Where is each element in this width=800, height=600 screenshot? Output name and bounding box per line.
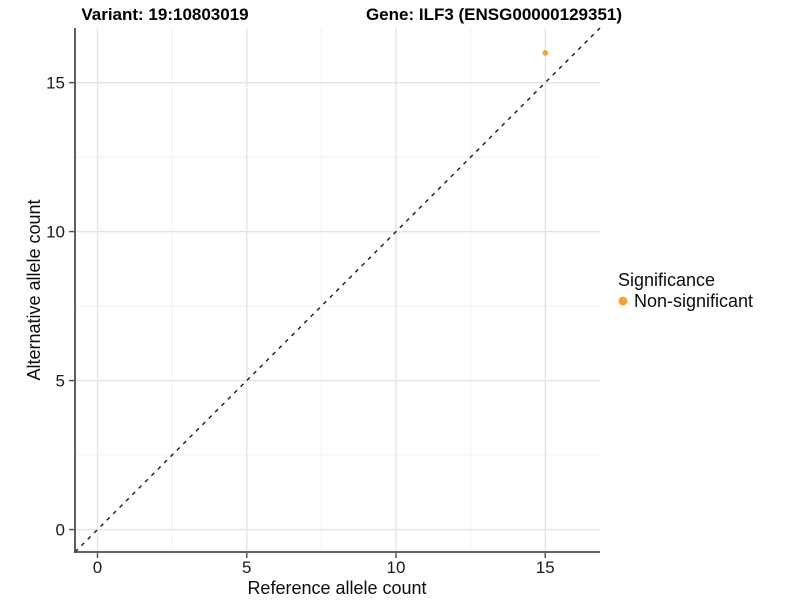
data-points — [542, 50, 549, 56]
diagonal-dashed-line — [74, 27, 601, 553]
y-tick-label: 10 — [46, 223, 65, 242]
x-axis-title: Reference allele count — [247, 578, 426, 598]
x-tick-label: 5 — [242, 558, 251, 577]
axis-lines — [74, 28, 600, 553]
variant-title: Variant: 19:10803019 — [81, 5, 248, 24]
y-tick-label: 0 — [56, 521, 65, 540]
x-tick-label: 10 — [387, 558, 406, 577]
legend-item-label: Non-significant — [634, 291, 753, 311]
y-axis-title: Alternative allele count — [24, 199, 44, 380]
x-tick-label: 15 — [536, 558, 555, 577]
y-tick-label: 5 — [56, 372, 65, 391]
gene-title: Gene: ILF3 (ENSG00000129351) — [366, 5, 622, 24]
x-tick-label: 0 — [93, 558, 102, 577]
legend-title: Significance — [618, 270, 715, 290]
axis-tick-labels: 0 5 10 15 0 5 10 15 — [46, 74, 555, 577]
major-gridlines — [75, 28, 600, 552]
axis-tick-marks — [69, 81, 546, 558]
legend-swatch-non-significant-icon — [618, 296, 628, 306]
data-point — [542, 50, 549, 56]
legend: Significance Non-significant — [618, 270, 753, 311]
identity-reference-line — [74, 27, 601, 553]
y-tick-label: 15 — [46, 74, 65, 93]
minor-gridlines — [75, 28, 600, 552]
